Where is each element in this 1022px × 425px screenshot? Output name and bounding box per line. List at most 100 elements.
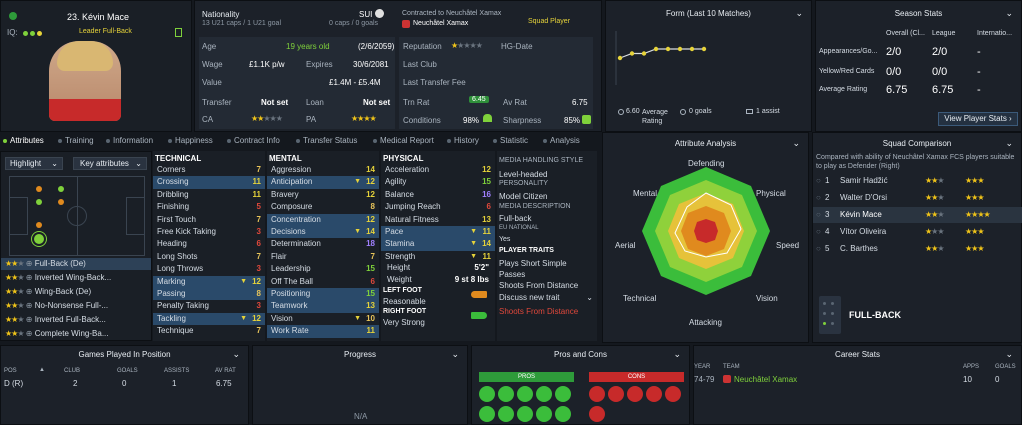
form-point[interactable] bbox=[641, 51, 647, 56]
transfer-value: Not set bbox=[261, 98, 289, 107]
tab-medical-report[interactable]: Medical Report bbox=[373, 136, 434, 145]
games-club: 2 bbox=[73, 379, 78, 388]
form-point[interactable] bbox=[653, 46, 659, 52]
pro-icon[interactable] bbox=[555, 406, 571, 422]
avg-rating-icon bbox=[618, 109, 624, 115]
games-header[interactable]: Games Played In Position ⌄ bbox=[1, 346, 248, 363]
squad-header[interactable]: Squad Comparison ⌄ bbox=[813, 135, 1021, 152]
con-icon[interactable] bbox=[627, 386, 643, 402]
role-row[interactable]: ★★★ ⊕ Full-Back (De) bbox=[1, 258, 151, 270]
role-row[interactable]: ★★★ ⊕ Inverted Wing-Back... bbox=[5, 273, 112, 282]
tab-transfer-status[interactable]: Transfer Status bbox=[296, 136, 357, 145]
sort-icon[interactable]: ▲ bbox=[39, 367, 45, 373]
tab-contract-info[interactable]: Contract Info bbox=[227, 136, 280, 145]
career-team[interactable]: Neuchâtel Xamax bbox=[734, 375, 798, 384]
tab-training[interactable]: Training bbox=[58, 136, 94, 145]
squad-row[interactable]: ○ 1 Samir Hadžić ★★★ ★★★ bbox=[813, 173, 1022, 189]
squad-row[interactable]: ○ 5 C. Barthes ★★★ ★★★ bbox=[813, 241, 1022, 257]
view-player-stats-button[interactable]: View Player Stats › bbox=[938, 112, 1018, 126]
pro-icon[interactable] bbox=[517, 406, 533, 422]
chevron-down-icon[interactable]: ⌄ bbox=[232, 349, 240, 359]
club-name[interactable]: Neuchâtel Xamax bbox=[413, 20, 469, 27]
player-role: Leader Full-Back bbox=[79, 28, 132, 35]
radar-label-mental: Mental bbox=[633, 189, 658, 198]
career-header[interactable]: Career Stats ⌄ bbox=[694, 346, 1021, 363]
career-stats-panel: Career Stats ⌄ YEAR TEAM APPS GOALS 74-79… bbox=[693, 345, 1022, 425]
form-point[interactable] bbox=[617, 55, 623, 61]
squad-row[interactable]: ○ 2 Walter D'Orsi ★★★ ★★★ bbox=[813, 190, 1022, 206]
squad-row[interactable]: ○ 4 Vítor Oliveira ★★★ ★★★ bbox=[813, 224, 1022, 240]
season-row-2-label: Average Rating bbox=[819, 86, 868, 93]
pro-icon[interactable] bbox=[498, 386, 514, 402]
con-icon[interactable] bbox=[665, 386, 681, 402]
tab-analysis[interactable]: Analysis bbox=[543, 136, 580, 145]
form-header[interactable]: Form (Last 10 Matches) ⌄ bbox=[606, 5, 811, 22]
personality-title: PERSONALITY bbox=[499, 180, 549, 187]
con-icon[interactable] bbox=[589, 386, 605, 402]
pro-icon[interactable] bbox=[536, 386, 552, 402]
attribute-row: Concentration 12 bbox=[267, 213, 379, 226]
tab-label: Happiness bbox=[175, 136, 213, 145]
career-col-goals: GOALS bbox=[995, 364, 1016, 370]
value-label: Value bbox=[202, 78, 222, 87]
form-point[interactable] bbox=[629, 51, 635, 56]
pro-icon[interactable] bbox=[479, 406, 495, 422]
tab-happiness[interactable]: Happiness bbox=[168, 136, 213, 145]
chevron-down-icon[interactable]: ⌄ bbox=[792, 138, 800, 148]
form-point[interactable] bbox=[689, 46, 695, 52]
chevron-down-icon[interactable]: ⌄ bbox=[1005, 8, 1013, 18]
role-row[interactable]: ★★★ ⊕ No-Nonsense Full-... bbox=[5, 301, 109, 310]
attribute-value: 7 bbox=[256, 214, 261, 224]
games-goals: 0 bbox=[122, 379, 127, 388]
role-row[interactable]: ★★★ ⊕ Complete Wing-Ba... bbox=[5, 329, 109, 338]
role-row[interactable]: ★★★ ⊕ Wing-Back (De) bbox=[5, 287, 92, 296]
trend-arrow-icon: ▼ bbox=[240, 314, 247, 322]
con-icon[interactable] bbox=[589, 406, 605, 422]
form-point[interactable] bbox=[677, 46, 683, 52]
pro-icon[interactable] bbox=[479, 386, 495, 402]
tab-history[interactable]: History bbox=[447, 136, 479, 145]
key-attributes-dropdown[interactable]: Key attributes ⌄ bbox=[73, 157, 147, 170]
pro-icon[interactable] bbox=[536, 406, 552, 422]
chevron-down-icon[interactable]: ⌄ bbox=[1005, 138, 1013, 148]
form-point[interactable] bbox=[665, 46, 671, 52]
tab-information[interactable]: Information bbox=[106, 136, 153, 145]
attribute-value: 12 bbox=[366, 214, 375, 224]
clipboard-icon[interactable] bbox=[175, 28, 182, 37]
tab-attributes[interactable]: Attributes bbox=[3, 136, 44, 145]
progress-header[interactable]: Progress ⌄ bbox=[253, 346, 467, 363]
attribute-row: Free Kick Taking 3 bbox=[153, 226, 265, 238]
attribute-value: 8 bbox=[256, 289, 261, 298]
chevron-down-icon[interactable]: ⌄ bbox=[1005, 349, 1013, 359]
highlight-dropdown[interactable]: Highlight ⌄ bbox=[5, 157, 63, 170]
squad-row-selected[interactable]: ○ 3 Kévin Mace ★★★ ★★★★ bbox=[813, 207, 1022, 223]
season-header[interactable]: Season Stats ⌄ bbox=[816, 5, 1021, 22]
analysis-header[interactable]: Attribute Analysis ⌄ bbox=[603, 135, 808, 152]
attribute-value: 15 bbox=[366, 289, 375, 298]
form-point[interactable] bbox=[701, 46, 707, 52]
role-row[interactable]: ★★★ ⊕ Inverted Full-Back... bbox=[5, 315, 106, 324]
trend-arrow-icon: ▼ bbox=[354, 178, 361, 186]
chevron-down-icon[interactable]: ⌄ bbox=[451, 349, 459, 359]
pro-icon[interactable] bbox=[498, 406, 514, 422]
chevron-down-icon[interactable]: ⌄ bbox=[673, 349, 681, 359]
attribute-row: Finishing 5 bbox=[153, 201, 265, 213]
attribute-row: First Touch 7 bbox=[153, 214, 265, 226]
squad-name: C. Barthes bbox=[840, 244, 878, 253]
pros-cons-header[interactable]: Pros and Cons ⌄ bbox=[472, 346, 689, 363]
attribute-value: 7 bbox=[256, 251, 261, 261]
progress-title: Progress bbox=[343, 350, 376, 359]
con-icon[interactable] bbox=[646, 386, 662, 402]
tab-statistic[interactable]: Statistic bbox=[493, 136, 528, 145]
chevron-down-icon[interactable]: ⌄ bbox=[795, 8, 803, 18]
media-handling-value: Level-headed bbox=[499, 170, 548, 179]
discuss-trait-row[interactable]: Discuss new trait ⌄ bbox=[497, 293, 597, 305]
attribute-row: Agility 15 bbox=[381, 176, 495, 188]
pros-header-bar: PROS bbox=[479, 372, 574, 382]
pros-cons-panel: Pros and Cons ⌄ PROS CONS bbox=[471, 345, 690, 425]
role-label: No-Nonsense Full-... bbox=[34, 301, 109, 310]
pro-icon[interactable] bbox=[555, 386, 571, 402]
con-icon[interactable] bbox=[608, 386, 624, 402]
pro-icon[interactable] bbox=[517, 386, 533, 402]
mental-list: Aggression 14 Anticipation ▼ 12 Bravery 12 Comp… bbox=[267, 164, 379, 340]
